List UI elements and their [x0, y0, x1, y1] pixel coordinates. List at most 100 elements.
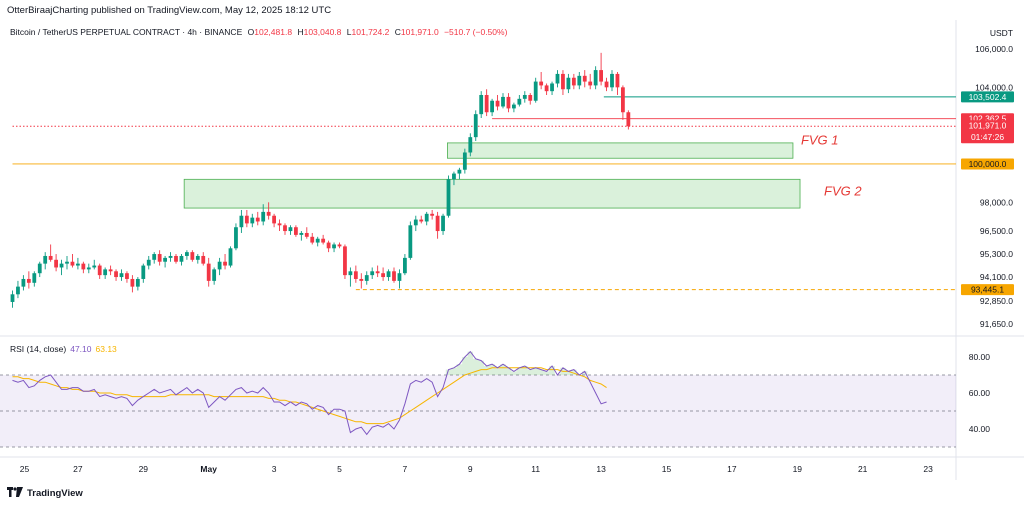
candle[interactable] — [517, 94, 522, 107]
candle[interactable] — [626, 110, 631, 130]
candle[interactable] — [446, 175, 451, 218]
candle[interactable] — [266, 202, 271, 220]
candle[interactable] — [201, 252, 206, 266]
candle[interactable] — [304, 227, 309, 239]
candle[interactable] — [506, 93, 511, 113]
candle[interactable] — [593, 66, 598, 90]
candle[interactable] — [386, 269, 391, 281]
candle[interactable] — [375, 265, 380, 278]
candle[interactable] — [544, 83, 549, 95]
candle[interactable] — [364, 271, 369, 285]
candle[interactable] — [37, 261, 42, 278]
candle[interactable] — [604, 77, 609, 92]
candle[interactable] — [392, 267, 396, 283]
candle[interactable] — [135, 277, 140, 291]
candle[interactable] — [571, 73, 576, 90]
candle[interactable] — [621, 85, 625, 120]
candle[interactable] — [76, 257, 80, 270]
candle[interactable] — [255, 211, 260, 226]
candle[interactable] — [108, 265, 113, 276]
candle[interactable] — [239, 209, 244, 233]
candle[interactable] — [610, 70, 614, 92]
candle[interactable] — [65, 255, 69, 270]
candle[interactable] — [174, 254, 178, 264]
candle[interactable] — [413, 215, 418, 232]
candle[interactable] — [512, 102, 516, 113]
candle[interactable] — [185, 250, 189, 260]
candle[interactable] — [343, 244, 347, 279]
tradingview-footer[interactable]: TradingView — [7, 487, 83, 500]
candle[interactable] — [310, 232, 315, 245]
candle[interactable] — [288, 225, 293, 235]
candle[interactable] — [70, 254, 75, 268]
candle[interactable] — [299, 231, 304, 241]
candle[interactable] — [550, 81, 554, 95]
candle[interactable] — [234, 223, 238, 251]
candle[interactable] — [86, 263, 91, 274]
candle[interactable] — [588, 73, 593, 90]
candle[interactable] — [522, 91, 527, 103]
candle[interactable] — [195, 254, 200, 264]
candle[interactable] — [359, 273, 364, 289]
candle[interactable] — [81, 261, 86, 274]
candle[interactable] — [168, 252, 173, 262]
candle[interactable] — [348, 267, 353, 287]
candle[interactable] — [206, 257, 211, 287]
candle[interactable] — [54, 254, 58, 272]
candle[interactable] — [479, 91, 484, 118]
candle[interactable] — [43, 252, 48, 270]
candle[interactable] — [403, 254, 407, 276]
candle[interactable] — [157, 250, 162, 266]
candle[interactable] — [353, 265, 358, 283]
candle[interactable] — [419, 215, 424, 224]
candle[interactable] — [615, 71, 620, 95]
candle[interactable] — [435, 211, 440, 239]
candle[interactable] — [261, 204, 266, 226]
candle[interactable] — [582, 70, 587, 88]
fvg-zone-2[interactable] — [183, 178, 801, 209]
candle[interactable] — [294, 225, 298, 237]
candle[interactable] — [408, 221, 413, 260]
candle[interactable] — [457, 167, 462, 180]
candle[interactable] — [326, 240, 331, 253]
candle[interactable] — [397, 269, 402, 289]
fvg-zone-1[interactable] — [447, 142, 794, 159]
candle[interactable] — [533, 77, 538, 103]
candle[interactable] — [223, 254, 227, 270]
candle[interactable] — [92, 259, 97, 270]
candle[interactable] — [277, 219, 282, 232]
candle[interactable] — [283, 223, 287, 235]
candle[interactable] — [163, 255, 167, 268]
candle[interactable] — [321, 234, 326, 245]
candle[interactable] — [566, 73, 571, 94]
candle[interactable] — [146, 255, 151, 270]
candle[interactable] — [272, 213, 276, 228]
candle[interactable] — [103, 267, 108, 279]
candle[interactable] — [152, 252, 157, 264]
candle[interactable] — [244, 209, 249, 228]
candle[interactable] — [441, 213, 445, 235]
candle[interactable] — [381, 267, 385, 281]
candle[interactable] — [528, 93, 533, 105]
candle[interactable] — [315, 236, 320, 247]
candle[interactable] — [48, 244, 53, 262]
candle[interactable] — [16, 280, 20, 299]
candle[interactable] — [577, 71, 582, 90]
candle[interactable] — [599, 52, 603, 86]
candle[interactable] — [484, 89, 489, 117]
candle[interactable] — [468, 133, 473, 157]
candle[interactable] — [555, 70, 560, 88]
candle[interactable] — [217, 257, 222, 276]
candle[interactable] — [501, 93, 505, 109]
candle[interactable] — [10, 290, 15, 308]
candle[interactable] — [125, 271, 129, 283]
candle[interactable] — [430, 209, 435, 220]
candle[interactable] — [119, 269, 124, 281]
candle[interactable] — [473, 110, 478, 141]
rsi-line[interactable] — [12, 350, 607, 436]
candle[interactable] — [21, 275, 26, 291]
candle[interactable] — [97, 263, 102, 279]
candle[interactable] — [539, 71, 544, 90]
candle[interactable] — [250, 213, 255, 228]
